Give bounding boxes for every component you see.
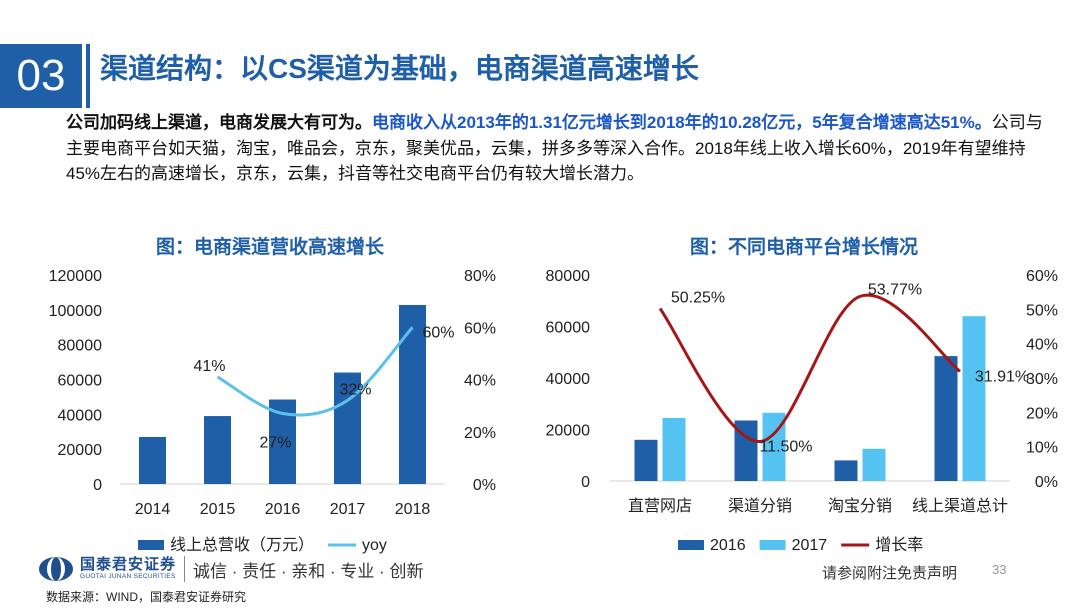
summary-highlight: 电商收入从2013年的1.31亿元增长到2018年的10.28亿元，5年复合增速… (372, 113, 992, 132)
y-right-tick-label: 60% (464, 320, 496, 337)
bar-线上总营收（万元） (334, 372, 361, 484)
y-right-tick-label: 30% (1026, 371, 1058, 388)
y-left-tick-label: 0 (581, 474, 590, 491)
company-logo-icon (39, 557, 73, 581)
y-left-tick-label: 100000 (49, 303, 102, 320)
x-tick-label: 2014 (135, 501, 171, 518)
title-accent-bar (86, 44, 90, 108)
x-tick-label: 2015 (200, 501, 236, 518)
x-tick-label: 线上渠道总计 (912, 497, 1008, 515)
brand-name-en: GUOTAI JUNAN SECURITIES (80, 573, 176, 581)
section-number: 03 (0, 44, 82, 108)
x-tick-label: 直营网店 (628, 497, 692, 515)
brand-name-cn: 国泰君安证券 (80, 556, 177, 574)
legend-label: yoy (362, 537, 387, 554)
y-left-tick-label: 40000 (58, 407, 103, 424)
chart1-title: 图：电商渠道营收高速增长 (156, 237, 385, 258)
y-left-tick-label: 80000 (58, 338, 103, 355)
y-left-tick-label: 60000 (546, 320, 591, 337)
data-label: 32% (339, 381, 371, 398)
data-label: 31.91% (975, 368, 1029, 385)
bar-线上总营收（万元） (399, 304, 426, 484)
data-label: 53.77% (868, 281, 922, 298)
x-tick-label: 2017 (330, 501, 366, 518)
y-right-tick-label: 0% (1035, 474, 1058, 491)
y-left-tick-label: 20000 (58, 442, 103, 459)
bar-2016 (934, 356, 958, 481)
bar-2016 (634, 439, 658, 481)
x-tick-label: 2018 (395, 501, 431, 518)
line-yoy (216, 326, 414, 417)
summary-lead: 公司加码线上渠道，电商发展大有可为。 (66, 113, 372, 132)
legend-label: 增长率 (875, 536, 923, 554)
page-title: 渠道结构：以CS渠道为基础，电商渠道高速增长 (100, 53, 699, 84)
data-label: 11.50% (759, 439, 812, 456)
y-left-tick-label: 120000 (49, 268, 102, 285)
bar-2017 (862, 448, 886, 481)
legend-label: 2017 (792, 537, 828, 554)
brand-divider (184, 556, 186, 582)
chart-online-revenue: 120000 100000 80000 60000 40000 20000 0 80% 60% 4… (49, 268, 496, 554)
x-tick-label: 2016 (265, 501, 301, 518)
y-right-tick-label: 20% (464, 425, 496, 442)
y-right-tick-label: 50% (1026, 302, 1058, 319)
footer-brand: 国泰君安证券 GUOTAI JUNAN SECURITIES 诚信 · 责任 ·… (38, 556, 423, 582)
data-label: 27% (259, 434, 291, 451)
data-label: 60% (422, 324, 454, 341)
legend-label: 2016 (710, 537, 746, 554)
y-right-tick-label: 10% (1026, 440, 1058, 457)
bar-2017 (762, 412, 786, 481)
x-tick-label: 淘宝分销 (828, 497, 892, 515)
y-left-tick-label: 60000 (58, 373, 103, 390)
y-left-tick-label: 80000 (546, 268, 591, 285)
legend-swatch (138, 540, 164, 550)
page-number: 33 (992, 562, 1007, 577)
bar-2017 (962, 316, 986, 481)
data-label: 50.25% (671, 289, 725, 306)
y-right-tick-label: 40% (1026, 337, 1058, 354)
summary-paragraph: 公司加码线上渠道，电商发展大有可为。电商收入从2013年的1.31亿元增长到20… (66, 110, 1056, 187)
y-right-tick-label: 0% (473, 477, 496, 494)
y-right-tick-label: 20% (1026, 405, 1058, 422)
line-增长率 (658, 293, 961, 444)
data-source: 数据来源：WIND，国泰君安证券研究 (46, 590, 246, 604)
y-left-tick-label: 40000 (546, 371, 591, 388)
bar-2016 (734, 420, 758, 481)
y-right-tick-label: 40% (464, 373, 496, 390)
summary-body: 公司与主要电商平台如天猫，淘宝，唯品会，京东，聚美优品，云集，拼多多等深入合作。… (66, 113, 1043, 183)
x-tick-label: 渠道分销 (728, 497, 792, 515)
company-motto: 诚信 · 责任 · 亲和 · 专业 · 创新 (193, 561, 424, 581)
legend-swatch (678, 540, 704, 550)
bar-2017 (662, 417, 686, 481)
disclaimer-link[interactable]: 请参阅附注免责声明 (822, 565, 958, 582)
y-left-tick-label: 0 (93, 477, 102, 494)
legend-label: 线上总营收（万元） (170, 536, 314, 554)
bar-线上总营收（万元） (139, 436, 166, 484)
y-right-tick-label: 60% (1026, 268, 1058, 285)
legend-swatch (759, 540, 786, 550)
chart-platform-growth: 80000 60000 40000 20000 0 60% 50% 40% 30% 20% 10% 0… (546, 268, 1059, 554)
bar-线上总营收（万元） (204, 416, 231, 484)
chart2-title: 图：不同电商平台增长情况 (690, 237, 919, 258)
y-left-tick-label: 20000 (546, 423, 591, 440)
bar-2016 (834, 460, 858, 481)
data-label: 41% (193, 358, 225, 375)
y-right-tick-label: 80% (464, 268, 496, 285)
